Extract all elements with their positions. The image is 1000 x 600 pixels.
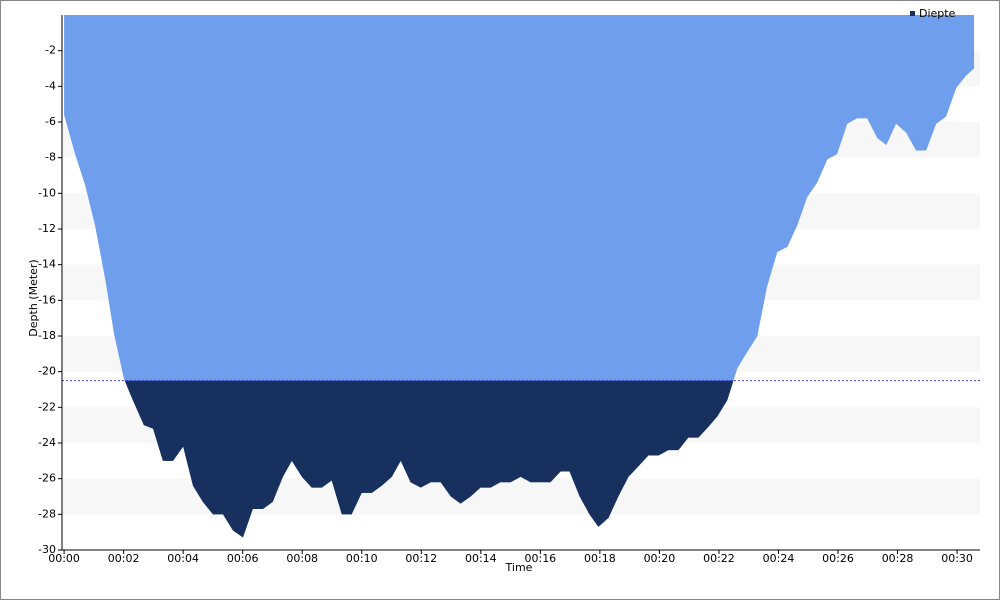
legend-swatch [910, 11, 915, 16]
x-tick-label: 00:24 [763, 552, 795, 565]
y-tick-label: -26 [38, 472, 56, 485]
x-tick-label: 00:28 [882, 552, 914, 565]
x-tick-label: 00:18 [584, 552, 616, 565]
x-tick-label: 00:04 [167, 552, 199, 565]
y-tick-label: -24 [38, 436, 56, 449]
legend-label: Diepte [919, 7, 956, 20]
y-tick-label: -14 [38, 258, 56, 271]
x-tick-label: 00:08 [286, 552, 318, 565]
x-tick-label: 00:12 [405, 552, 437, 565]
y-tick-label: -12 [38, 222, 56, 235]
y-tick-label: -4 [45, 79, 56, 92]
y-tick-label: -2 [45, 44, 56, 57]
y-tick-label: -28 [38, 507, 56, 520]
y-axis-label: Depth (Meter) [27, 259, 40, 336]
x-tick-label: 00:02 [108, 552, 140, 565]
y-tick-label: -18 [38, 329, 56, 342]
x-tick-label: 00:20 [644, 552, 676, 565]
x-tick-label: 00:30 [941, 552, 973, 565]
x-tick-label: 00:14 [465, 552, 497, 565]
x-tick-label: 00:10 [346, 552, 378, 565]
y-tick-label: -22 [38, 400, 56, 413]
x-tick-label: 00:06 [227, 552, 259, 565]
y-tick-label: -30 [38, 543, 56, 556]
y-tick-label: -6 [45, 115, 56, 128]
y-tick-label: -8 [45, 151, 56, 164]
x-tick-label: 00:26 [822, 552, 854, 565]
x-tick-label: 00:00 [48, 552, 80, 565]
below-threshold-area [124, 380, 734, 538]
x-tick-label: 00:22 [703, 552, 735, 565]
x-tick-label: 00:16 [524, 552, 556, 565]
y-tick-label: -20 [38, 365, 56, 378]
y-tick-label: -10 [38, 186, 56, 199]
y-tick-label: -16 [38, 293, 56, 306]
x-axis-label: Time [505, 561, 533, 574]
